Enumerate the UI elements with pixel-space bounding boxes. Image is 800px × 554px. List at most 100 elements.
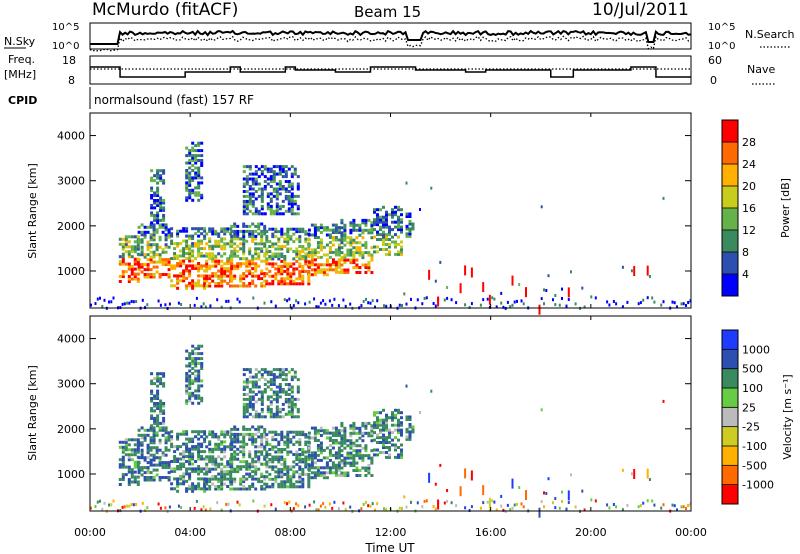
power-cell [364,243,368,247]
power-cell [182,276,186,280]
velocity-cell [382,436,385,440]
power-cell [158,258,162,262]
power-cell [223,242,227,246]
velocity-cell [236,487,240,491]
velocity-cell [233,480,237,484]
power-cell [405,212,409,216]
velocity-cell [271,460,275,464]
velocity-cell [251,465,255,469]
velocity-cell [149,461,153,465]
velocity-cell [260,410,264,414]
velocity-cell [313,426,317,430]
velocity-cell [245,397,249,401]
velocity-cell [266,370,270,374]
power-cell [254,269,258,273]
power-cell [118,262,122,266]
power-cell [146,303,149,307]
power-cell [127,252,131,256]
velocity-cell [334,471,338,475]
power-cell [355,251,359,255]
power-cell [289,262,293,266]
power-cell [268,262,272,266]
power-cell [185,269,189,273]
power-cell [140,248,144,252]
velocity-cell [233,470,237,474]
velocity-cell [313,429,317,433]
power-cell [230,244,234,248]
velocity-cell [376,448,379,452]
velocity-cell [211,482,215,486]
power-cell [283,259,287,263]
power-cell [280,259,284,263]
velocity-cell [277,485,281,489]
power-cell [511,303,514,307]
velocity-cell [182,457,186,461]
velocity-cell [167,463,171,467]
power-cell [179,259,183,263]
velocity-cell [220,447,224,451]
velocity-cell [394,448,397,452]
power-cell [254,209,258,213]
velocity-cell [118,463,122,467]
power-cell [298,257,302,261]
velocity-cell [257,390,261,394]
velocity-cell [257,415,261,419]
power-cell [179,242,183,246]
power-cell [194,266,198,270]
velocity-cell [188,462,192,466]
power-cell [430,186,433,190]
power-cell [136,272,140,276]
power-cell [156,201,160,205]
velocity-cell [197,452,201,456]
velocity-cell [352,464,356,468]
velocity-cell [153,377,157,381]
velocity-cell [230,445,234,449]
velocity-cell [337,429,341,433]
velocity-cell [260,487,264,491]
power-cell [220,259,224,263]
power-cell [337,263,341,267]
velocity-cell [272,378,276,382]
velocity-cell [606,503,609,507]
power-cell [185,284,189,288]
velocity-cell [671,503,674,507]
x-axis-ticks: 00:00 04:00 08:00 12:00 16:00 20:00 00:00 [74,113,707,539]
power-cell [141,298,144,302]
velocity-cell [254,472,258,476]
velocity-cell [248,462,252,466]
velocity-cell [274,458,278,461]
velocity-cell [355,466,359,470]
power-cell [263,180,267,183]
power-cell [220,244,224,248]
power-cell [310,233,314,237]
velocity-cell [322,473,326,477]
power-cell [248,165,252,169]
power-cell [182,259,186,263]
velocity-cell [251,482,255,486]
velocity-cell [150,407,154,410]
power-cell [150,194,154,197]
velocity-cell [251,442,255,446]
power-cell [191,264,195,268]
power-cell [292,250,296,253]
velocity-cell [159,372,163,376]
velocity-cell [185,349,189,353]
velocity-cell [257,425,261,429]
power-cell [260,165,264,169]
velocity-cell [290,388,294,391]
power-cell [260,284,264,288]
power-cell [538,304,541,315]
velocity-cell [155,456,159,460]
power-cell [170,242,174,246]
power-cell [310,255,314,259]
power-cell [200,274,204,278]
velocity-cell [191,381,195,385]
velocity-cell [289,450,293,454]
velocity-cell [266,410,270,414]
power-cell [290,172,294,176]
power-cell [229,272,233,276]
power-cell [180,303,183,306]
velocity-cell [293,370,297,374]
